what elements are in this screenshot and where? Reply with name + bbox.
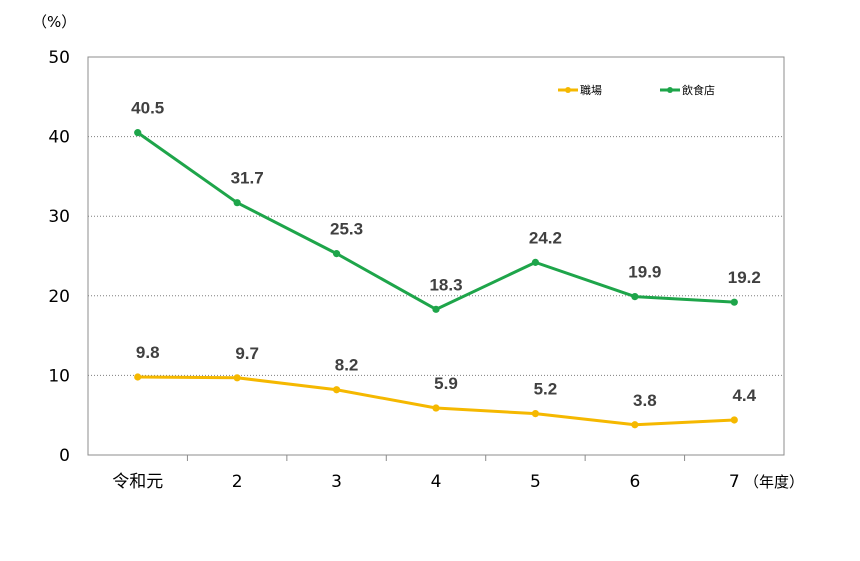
y-tick-label: 10 [48, 366, 70, 386]
data-point [730, 298, 738, 306]
legend-marker [565, 87, 571, 93]
data-label: 4.4 [732, 386, 756, 405]
x-axis-unit-label: （年度） [744, 473, 804, 491]
data-label: 3.8 [633, 391, 657, 410]
data-label: 9.7 [235, 344, 259, 363]
data-point [531, 410, 540, 418]
data-label: 31.7 [231, 169, 264, 188]
data-point [332, 386, 341, 394]
y-axis-unit-label: （%） [32, 13, 76, 31]
data-point [631, 421, 639, 429]
data-point [531, 258, 540, 266]
legend: 職場 飲食店 [558, 83, 715, 97]
data-point [134, 129, 142, 137]
y-tick-label: 20 [48, 287, 70, 307]
data-point [134, 373, 142, 381]
data-label: 19.9 [628, 263, 661, 282]
y-tick-label: 50 [48, 48, 70, 68]
y-tick-label: 30 [48, 207, 70, 227]
data-point [332, 250, 341, 258]
data-label: 19.2 [728, 268, 761, 287]
data-label: 9.8 [136, 343, 160, 362]
data-label: 5.2 [534, 380, 558, 399]
legend-marker [667, 87, 673, 93]
legend-label: 飲食店 [682, 83, 715, 97]
data-label: 24.2 [529, 228, 562, 247]
data-point [432, 305, 440, 313]
data-label: 5.9 [434, 374, 458, 393]
data-labels: 9.8 9.7 8.2 5.9 5.2 3.8 4.4 40.5 31.7 25.3 18.3 24.… [131, 99, 761, 410]
plot-area [87, 56, 785, 456]
series-group [134, 129, 738, 429]
x-tick-label: 令和元 [112, 472, 163, 492]
data-point [730, 416, 738, 424]
y-tick-label: 40 [48, 128, 70, 148]
data-point [631, 292, 639, 301]
x-tick-label: 2 [232, 472, 243, 492]
y-tick-label: 0 [59, 446, 70, 466]
x-tick-label: 3 [331, 472, 342, 492]
x-axis: 令和元 2 3 4 5 6 7 [112, 455, 740, 492]
x-tick-label: 6 [629, 472, 640, 492]
x-tick-label: 5 [530, 472, 541, 492]
data-label: 25.3 [330, 220, 363, 239]
gridlines [88, 136, 784, 376]
data-label: 8.2 [335, 356, 359, 375]
data-label: 40.5 [131, 99, 164, 118]
x-tick-label: 7 [729, 472, 740, 492]
data-point [432, 404, 440, 412]
data-point [233, 374, 241, 382]
data-point [233, 199, 241, 207]
x-tick-label: 4 [431, 472, 442, 492]
data-label: 18.3 [429, 275, 462, 294]
legend-label: 職場 [580, 84, 602, 97]
y-axis: 0 10 20 30 40 50 [48, 48, 70, 466]
